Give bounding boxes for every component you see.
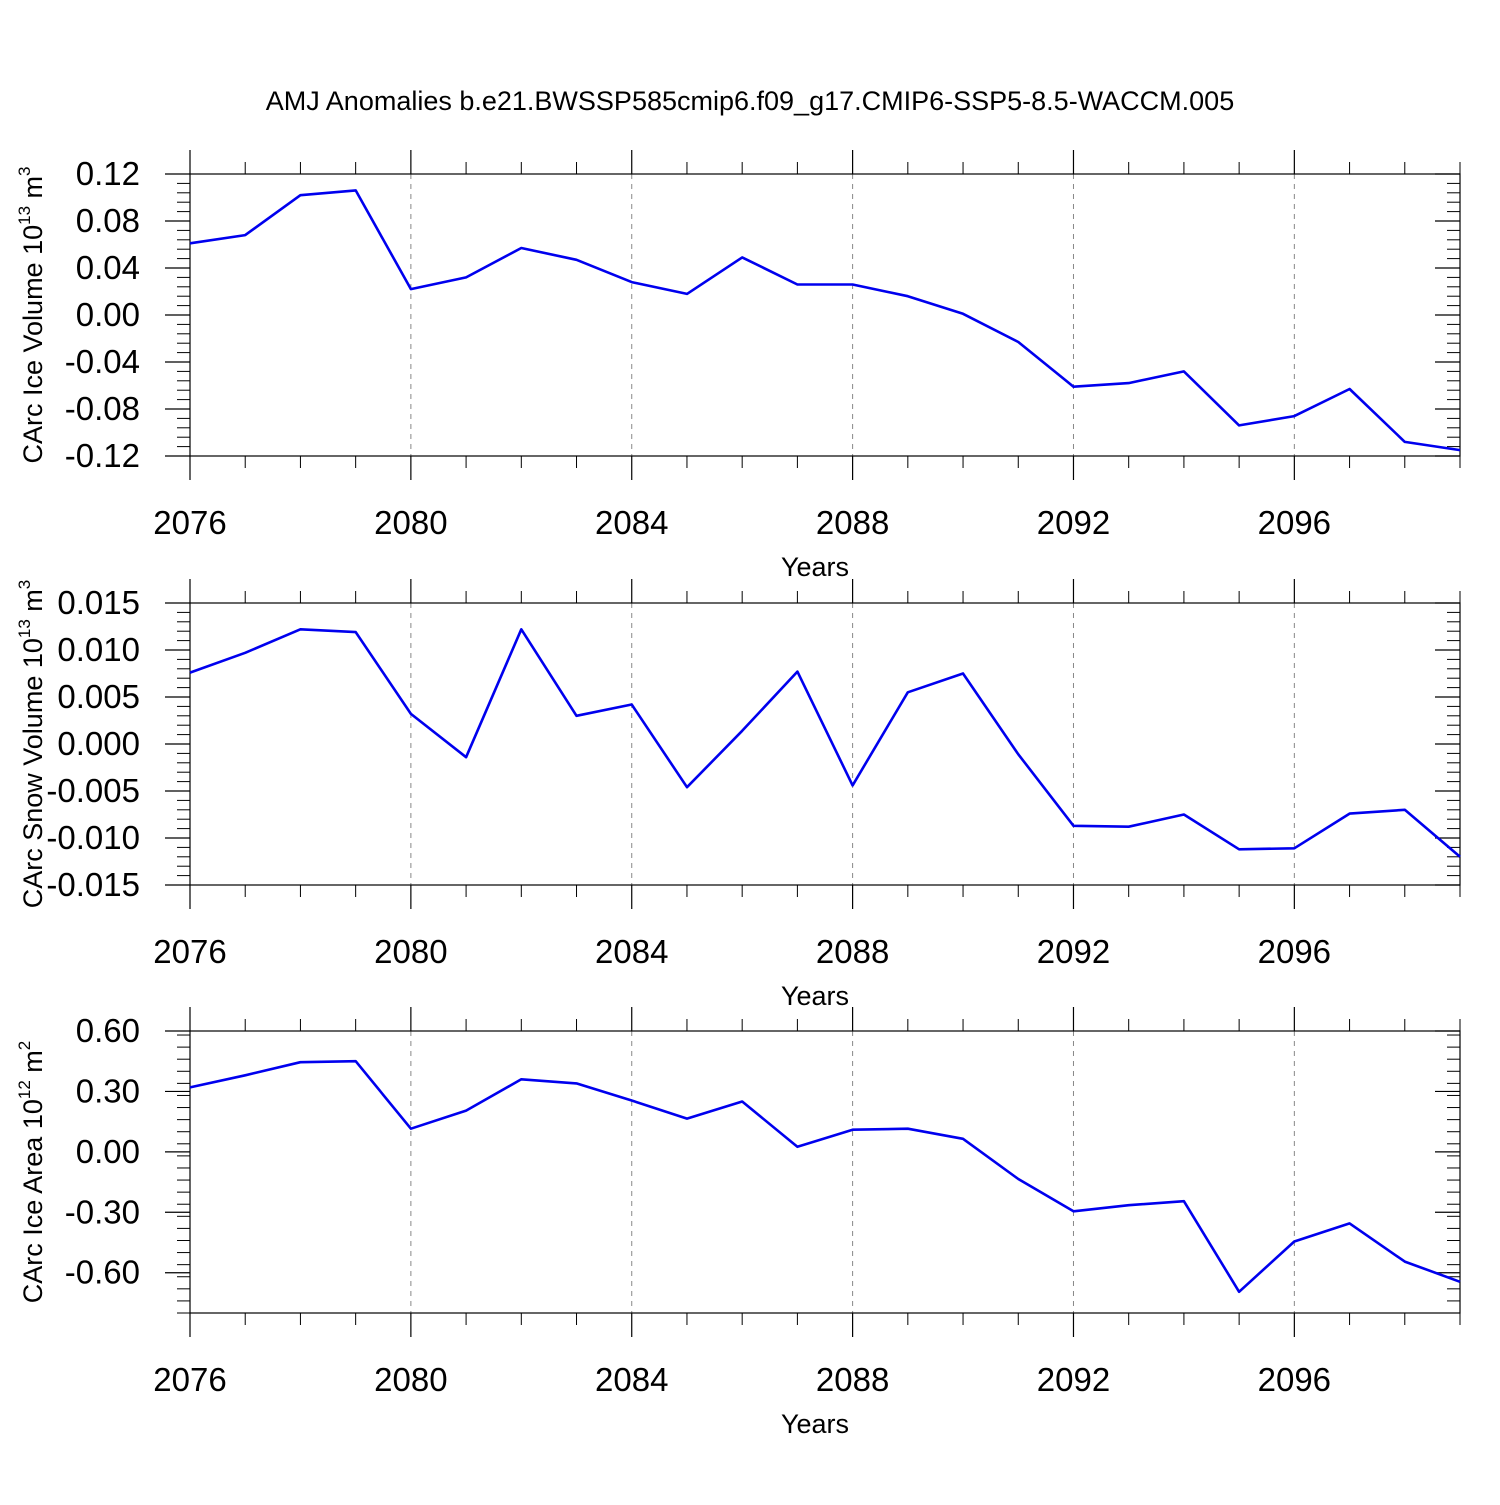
- plot-frame: [189, 1030, 1461, 1314]
- x-tick-label: 2088: [816, 504, 889, 541]
- panels: 2076 2080 2084 2088 2092 2096 0.12 0.08 0.04 0.00…: [15, 150, 1461, 1439]
- y-axis-label-text: CArc Ice Area 10: [18, 1099, 48, 1303]
- x-axis-label: Years: [781, 1409, 849, 1439]
- y-tick-label: 0.005: [57, 678, 140, 715]
- y-tick-label: -0.60: [65, 1254, 140, 1291]
- x-axis-label: Years: [781, 552, 849, 582]
- y-axis-label-exponent: 13: [15, 206, 34, 225]
- chart-title: AMJ Anomalies b.e21.BWSSP585cmip6.f09_g1…: [266, 86, 1234, 116]
- y-axis-label-exponent: 12: [15, 1080, 34, 1099]
- y-axis-label-unit: m: [18, 589, 48, 619]
- panel-3: 2076 2080 2084 2088 2092 2096 0.60 0.30 0.00 -0.3…: [15, 1007, 1461, 1439]
- x-tick-label: 2076: [153, 504, 226, 541]
- x-tick-label: 2088: [816, 1361, 889, 1398]
- x-axis-label: Years: [781, 981, 849, 1011]
- x-tick-label: 2096: [1258, 504, 1331, 541]
- y-axis-label-text: CArc Ice Volume 10: [18, 225, 48, 464]
- y-tick-label: 0.000: [57, 725, 140, 762]
- y-tick-label: 0.30: [76, 1072, 140, 1109]
- y-axis-label: CArc Ice Area 1012 m2: [15, 1041, 48, 1304]
- x-tick-label: 2076: [153, 1361, 226, 1398]
- y-tick-label: 0.00: [76, 1133, 140, 1170]
- y-tick-label: 0.015: [57, 584, 140, 621]
- x-tick-label: 2096: [1258, 1361, 1331, 1398]
- plot-frame: [189, 602, 1461, 886]
- y-axis-label-unit: m: [18, 176, 48, 206]
- x-tick-label: 2088: [816, 933, 889, 970]
- y-axis-label: CArc Ice Volume 1013 m3: [15, 166, 48, 463]
- series-line: [189, 627, 1461, 858]
- x-tick-label: 2096: [1258, 933, 1331, 970]
- x-tick-label: 2084: [595, 1361, 668, 1398]
- y-axis-label-text: CArc Snow Volume 10: [18, 638, 48, 908]
- x-tick-label: 2092: [1037, 933, 1110, 970]
- x-tick-label: 2076: [153, 933, 226, 970]
- y-tick-label: 0.08: [76, 202, 140, 239]
- y-axis-label-unit: m: [18, 1050, 48, 1080]
- y-tick-label: -0.010: [46, 819, 140, 856]
- y-axis-label-unit-exponent: 2: [15, 1041, 34, 1050]
- y-tick-label: -0.12: [65, 437, 140, 474]
- panel-2: 2076 2080 2084 2088 2092 2096 0.015 0.010 0.005 0…: [15, 579, 1461, 1011]
- y-tick-label: -0.30: [65, 1193, 140, 1230]
- y-tick-label: -0.005: [46, 772, 140, 809]
- x-tick-label: 2080: [374, 933, 447, 970]
- y-tick-label: -0.015: [46, 866, 140, 903]
- x-tick-label: 2080: [374, 504, 447, 541]
- y-tick-label: 0.12: [76, 155, 140, 192]
- y-axis-label-unit-exponent: 3: [15, 166, 34, 175]
- y-tick-label: -0.04: [65, 343, 140, 380]
- series-line: [189, 1059, 1461, 1294]
- x-tick-label: 2084: [595, 504, 668, 541]
- y-axis-label-unit-exponent: 3: [15, 580, 34, 589]
- series-line: [189, 189, 1461, 452]
- y-tick-label: 0.010: [57, 631, 140, 668]
- panel-1: 2076 2080 2084 2088 2092 2096 0.12 0.08 0.04 0.00…: [15, 150, 1461, 582]
- x-tick-label: 2092: [1037, 504, 1110, 541]
- y-axis-label-exponent: 13: [15, 619, 34, 638]
- y-tick-label: -0.08: [65, 390, 140, 427]
- y-tick-label: 0.60: [76, 1012, 140, 1049]
- y-axis-label: CArc Snow Volume 1013 m3: [15, 580, 48, 909]
- y-tick-label: 0.04: [76, 249, 140, 286]
- x-tick-label: 2092: [1037, 1361, 1110, 1398]
- x-tick-label: 2080: [374, 1361, 447, 1398]
- x-tick-label: 2084: [595, 933, 668, 970]
- y-tick-label: 0.00: [76, 296, 140, 333]
- plot-frame: [189, 173, 1461, 457]
